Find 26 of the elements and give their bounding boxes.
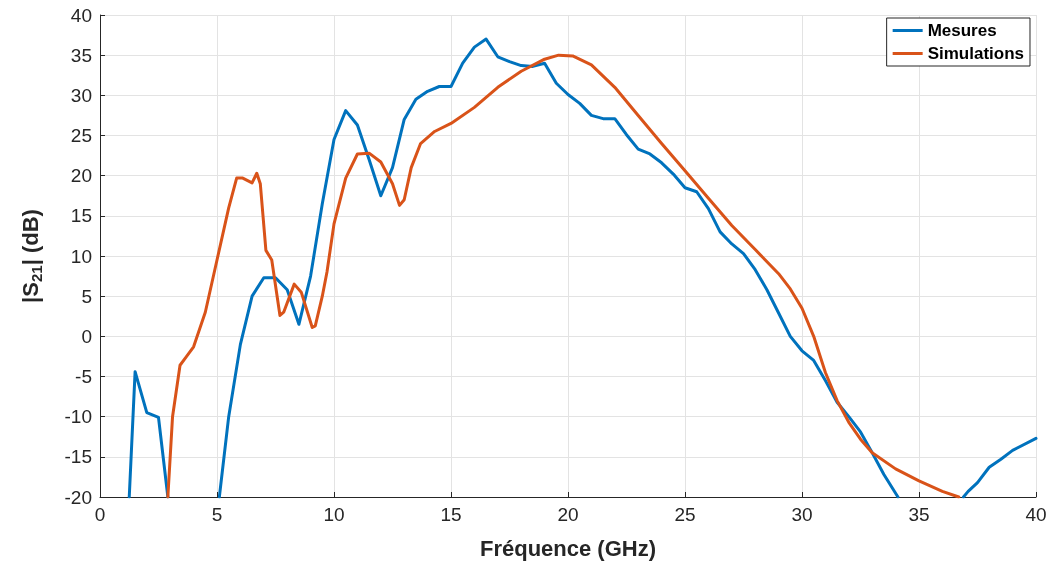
legend-label: Mesures (927, 21, 997, 40)
x-axis-title: Fréquence (GHz) (479, 535, 657, 561)
y-tick-label: 35 (70, 44, 92, 66)
x-tick-label: 40 (1025, 504, 1047, 525)
y-tick-label: -10 (64, 406, 92, 428)
x-tick-label: 15 (440, 504, 462, 525)
y-tick-label: 15 (70, 205, 92, 227)
x-tick-label: 0 (94, 504, 106, 525)
y-tick-label: 40 (70, 4, 92, 26)
x-tick-label: 25 (674, 504, 696, 525)
x-tick-label: 5 (211, 504, 223, 525)
x-tick-label: 20 (557, 504, 579, 525)
y-axis-title: |S21| (dB) (18, 209, 45, 303)
y-tick-label: 30 (70, 84, 92, 106)
y-tick-label: -5 (75, 366, 92, 387)
y-tick-label: -20 (64, 486, 92, 508)
y-tick-label: 0 (81, 325, 92, 347)
y-tick-label: 25 (70, 125, 92, 146)
x-tick-label: 30 (791, 504, 813, 525)
x-tick-label: 10 (323, 504, 345, 525)
x-tick-label: 35 (908, 504, 930, 525)
y-tick-label: -15 (64, 446, 92, 468)
y-tick-label: 20 (70, 165, 92, 187)
y-tick-label: 5 (81, 285, 92, 307)
y-tick-label: 10 (70, 245, 92, 267)
legend-label: Simulations (927, 44, 1025, 63)
